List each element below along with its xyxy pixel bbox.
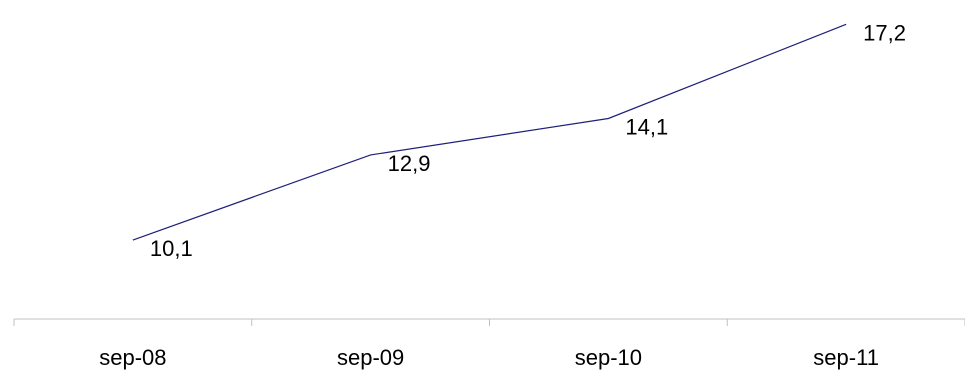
data-label: 12,9 [388, 151, 431, 176]
series-line [132, 23, 847, 241]
data-label: 10,1 [150, 236, 193, 261]
data-label: 14,1 [625, 114, 668, 139]
data-labels: 10,1 12,9 14,1 17,2 [150, 20, 906, 261]
x-axis-tick-labels: sep-08 sep-09 sep-10 sep-11 [99, 345, 879, 370]
x-axis-ticks [13, 319, 965, 326]
x-tick-label: sep-10 [575, 345, 642, 370]
data-label: 17,2 [863, 20, 906, 45]
x-tick-label: sep-11 [813, 345, 879, 370]
x-tick-label: sep-09 [337, 345, 404, 370]
x-tick-label: sep-08 [99, 345, 166, 370]
